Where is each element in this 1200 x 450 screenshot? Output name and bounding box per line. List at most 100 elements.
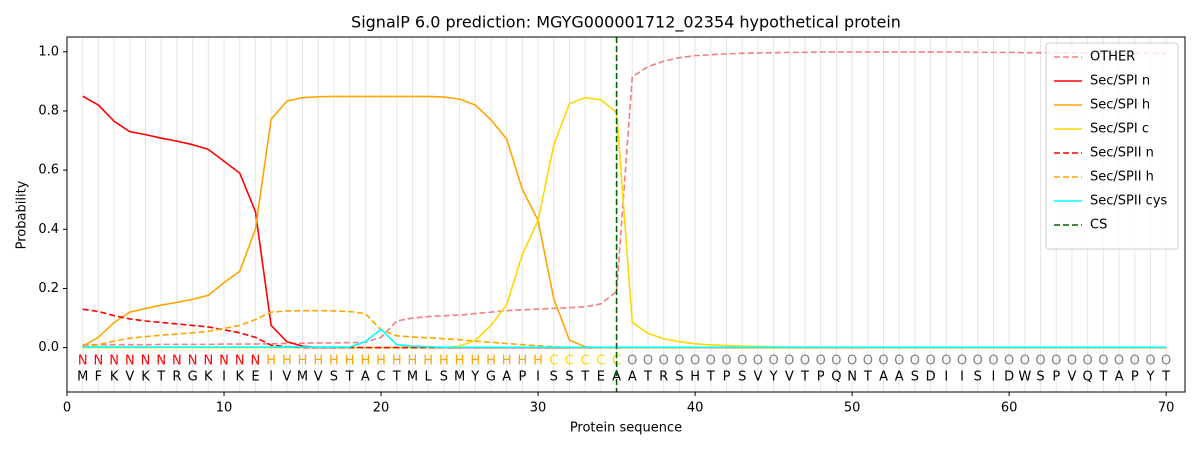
region-label: N xyxy=(156,354,166,369)
y-tick-label: 0.4 xyxy=(38,222,59,237)
residue-label: T xyxy=(345,370,354,385)
series-line xyxy=(82,328,1167,349)
region-label: O xyxy=(721,354,731,369)
region-label: H xyxy=(408,354,418,369)
residue-label: Y xyxy=(1145,370,1154,385)
residue-label: V xyxy=(1067,370,1076,385)
residue-label: T xyxy=(580,370,589,385)
y-tick-label: 0.2 xyxy=(38,281,59,296)
residue-label: K xyxy=(110,370,119,385)
region-label: N xyxy=(109,354,119,369)
residue-label: A xyxy=(879,370,888,385)
region-label: N xyxy=(141,354,151,369)
region-label: N xyxy=(94,354,104,369)
residue-label: R xyxy=(172,370,181,385)
x-axis-label: Protein sequence xyxy=(570,421,682,436)
region-label: O xyxy=(816,354,826,369)
residue-label: M xyxy=(297,370,308,385)
residue-label: M xyxy=(77,370,88,385)
residue-label: I xyxy=(536,370,540,385)
region-label: O xyxy=(1161,354,1171,369)
region-label: N xyxy=(188,354,198,369)
residue-label: P xyxy=(1131,370,1139,385)
residue-label: T xyxy=(800,370,809,385)
residue-label: I xyxy=(944,370,948,385)
residue-label: M xyxy=(407,370,418,385)
residue-label: V xyxy=(314,370,323,385)
region-label: O xyxy=(800,354,810,369)
legend-label: Sec/SPII n xyxy=(1090,146,1154,161)
region-label: O xyxy=(753,354,763,369)
region-label: H xyxy=(502,354,512,369)
region-label: H xyxy=(533,354,543,369)
region-label: H xyxy=(376,354,386,369)
residue-label: V xyxy=(282,370,291,385)
region-label: O xyxy=(1020,354,1030,369)
region-label: O xyxy=(863,354,873,369)
series-line xyxy=(82,309,1167,349)
region-label: O xyxy=(659,354,669,369)
region-label: H xyxy=(517,354,527,369)
residue-label: I xyxy=(960,370,964,385)
region-label: O xyxy=(831,354,841,369)
residue-label: T xyxy=(863,370,872,385)
x-tick-label: 20 xyxy=(373,401,390,416)
residue-label: F xyxy=(95,370,102,385)
region-label: H xyxy=(360,354,370,369)
residue-label: I xyxy=(269,370,273,385)
region-label: H xyxy=(266,354,276,369)
region-label: C xyxy=(565,354,574,369)
legend-box xyxy=(1045,42,1179,250)
region-label: O xyxy=(1145,354,1155,369)
region-label: H xyxy=(423,354,433,369)
y-axis-label: Probability xyxy=(15,180,30,249)
residue-label: N xyxy=(847,370,857,385)
region-label: O xyxy=(1035,354,1045,369)
legend-label: Sec/SPII cys xyxy=(1090,194,1168,209)
residue-label: T xyxy=(392,370,401,385)
region-label: O xyxy=(988,354,998,369)
y-tick-label: 1.0 xyxy=(38,44,59,59)
region-label: C xyxy=(596,354,605,369)
residue-label: T xyxy=(643,370,652,385)
region-label: N xyxy=(235,354,245,369)
residue-label: P xyxy=(723,370,731,385)
region-label: O xyxy=(768,354,778,369)
y-tick-label: 0.0 xyxy=(38,340,59,355)
residue-label: K xyxy=(235,370,244,385)
region-label: O xyxy=(737,354,747,369)
residue-label: G xyxy=(486,370,496,385)
residue-label: L xyxy=(425,370,433,385)
residue-label: Y xyxy=(769,370,778,385)
x-tick-label: 0 xyxy=(63,401,71,416)
region-label: N xyxy=(125,354,135,369)
region-label: N xyxy=(203,354,213,369)
residue-label: T xyxy=(706,370,715,385)
region-label: O xyxy=(1098,354,1108,369)
residue-label: P xyxy=(817,370,825,385)
x-tick-label: 40 xyxy=(687,401,704,416)
region-label: O xyxy=(847,354,857,369)
region-label: O xyxy=(973,354,983,369)
x-tick-label: 60 xyxy=(1001,401,1018,416)
region-label: O xyxy=(910,354,920,369)
region-label: H xyxy=(392,354,402,369)
region-label: O xyxy=(1004,354,1014,369)
residue-label: I xyxy=(222,370,226,385)
residue-label: Y xyxy=(470,370,479,385)
residue-label: S xyxy=(550,370,558,385)
y-tick-label: 0.6 xyxy=(38,163,59,178)
residue-label: E xyxy=(597,370,605,385)
region-label: C xyxy=(549,354,558,369)
residue-label: S xyxy=(738,370,746,385)
series-line xyxy=(82,51,1167,346)
residue-label: A xyxy=(628,370,637,385)
region-label: O xyxy=(690,354,700,369)
region-label: O xyxy=(643,354,653,369)
residue-label: D xyxy=(1004,370,1014,385)
residue-label: V xyxy=(125,370,134,385)
region-label: O xyxy=(1083,354,1093,369)
residue-label: K xyxy=(141,370,150,385)
residue-label: V xyxy=(753,370,762,385)
